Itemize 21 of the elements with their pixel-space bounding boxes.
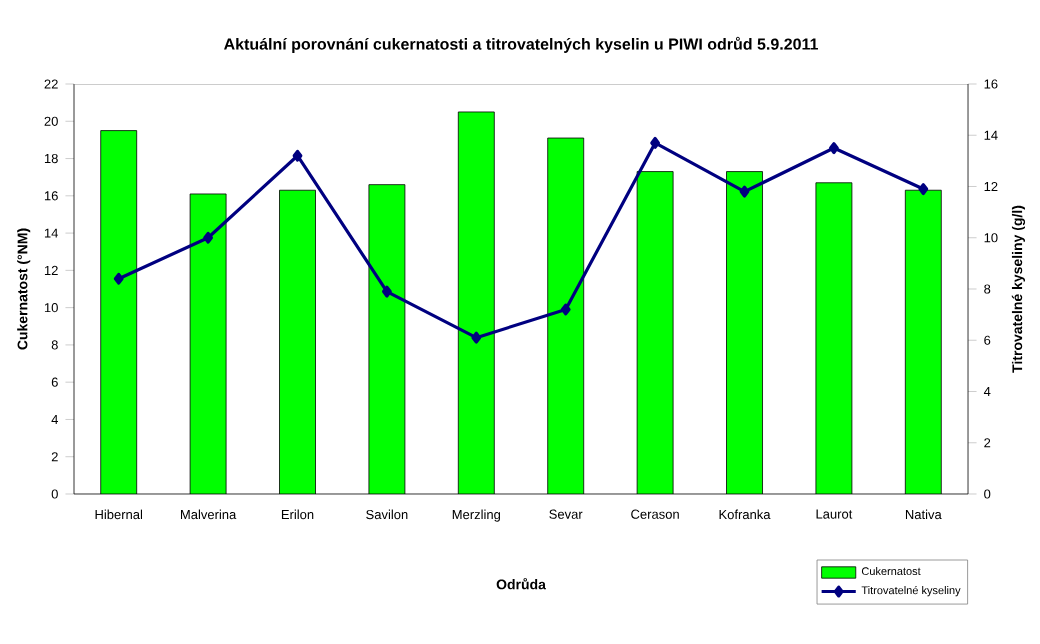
bar — [726, 171, 763, 494]
bar — [547, 138, 584, 494]
bar — [904, 189, 942, 494]
bar — [815, 182, 852, 494]
chart-title: Aktuální porovnání cukernatosti a titrovatelných kyselin u PIWI odrůd 5.9.2011 — [224, 36, 818, 53]
bar — [279, 190, 316, 494]
point — [560, 303, 571, 316]
bar — [458, 111, 495, 494]
point — [471, 331, 482, 344]
point — [113, 272, 124, 285]
point — [918, 183, 929, 196]
point — [382, 285, 392, 298]
point — [739, 185, 750, 198]
bar — [637, 171, 674, 494]
bar — [190, 193, 227, 494]
point — [650, 136, 661, 149]
bar — [368, 184, 405, 494]
bar — [100, 130, 137, 494]
point — [292, 149, 303, 162]
point — [829, 142, 839, 155]
point — [203, 231, 214, 244]
